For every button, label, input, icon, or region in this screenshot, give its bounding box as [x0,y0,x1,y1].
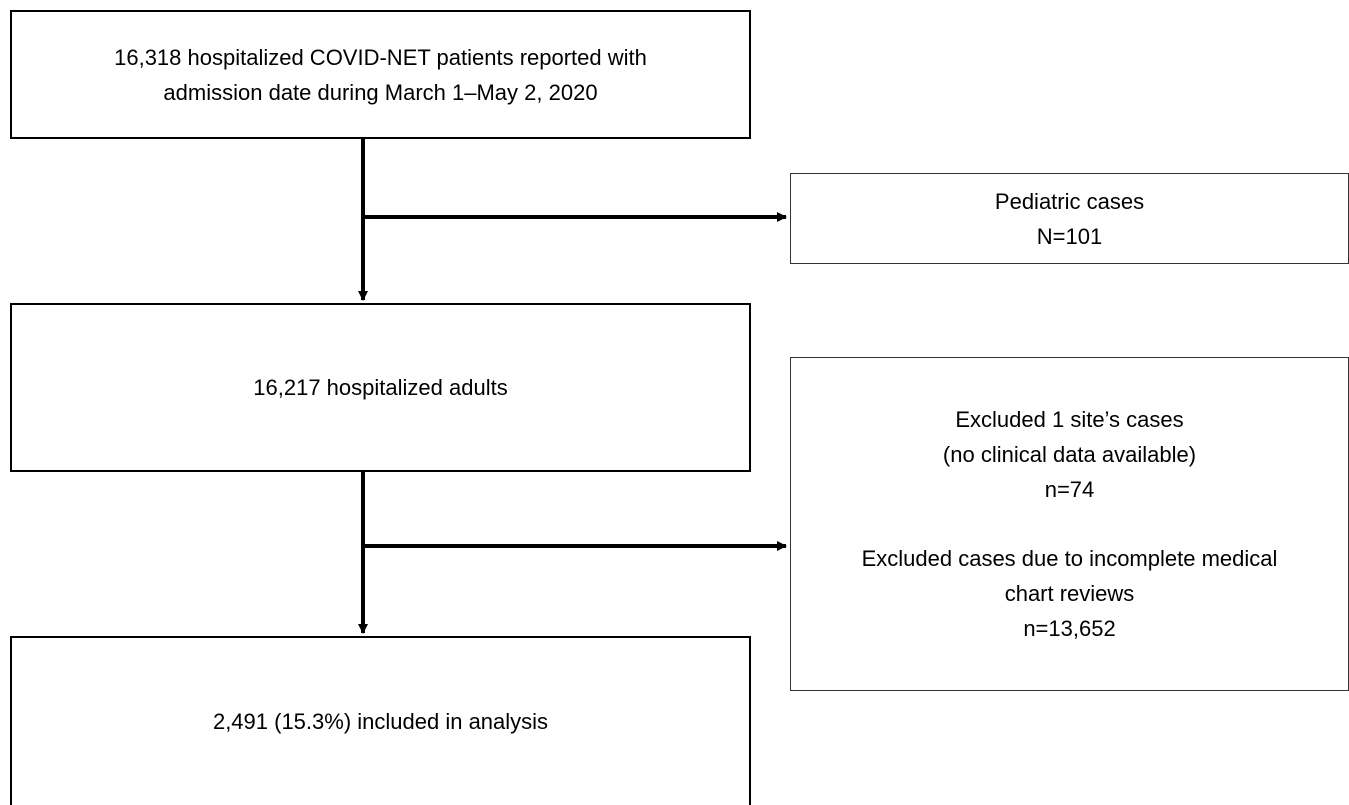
box: 16,318 hospitalized COVID-NET patients r… [10,10,751,139]
box-text: n=13,652 [1023,616,1116,641]
box-text: 16,318 hospitalized COVID-NET patients r… [114,44,647,70]
box-text: (no clinical data available) [942,442,1197,467]
box-text: Excluded 1 site’s cases [955,407,1184,432]
box-text: n=74 [1044,477,1095,502]
box-text: Pediatric cases [994,188,1145,214]
box: 2,491 (15.3%) included in analysis [10,636,751,805]
box-text: N=101 [1036,223,1103,249]
box: Pediatric cases N=101 [790,173,1349,264]
box-text: 2,491 (15.3%) included in analysis [212,709,549,734]
box: Excluded 1 site’s cases (no clinical data… [790,357,1349,691]
box: 16,217 hospitalized adults [10,303,751,472]
box-text: 16,217 hospitalized adults [253,375,508,400]
box-text: admission date during March 1–May 2, 202… [163,79,598,105]
box-text: Excluded cases due to incomplete medical [861,546,1278,571]
box-text: chart reviews [1004,581,1135,606]
